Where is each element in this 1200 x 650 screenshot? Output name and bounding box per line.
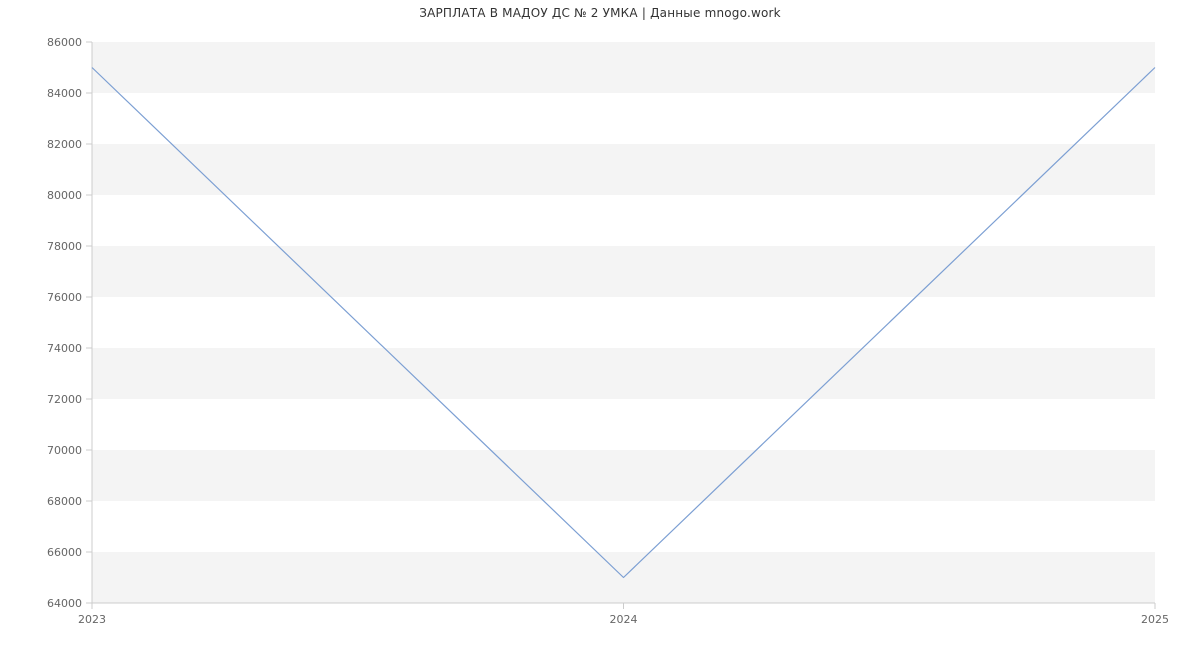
- x-tick-label: 2023: [78, 613, 106, 626]
- y-tick-label: 70000: [47, 444, 82, 457]
- x-tick-label: 2025: [1141, 613, 1169, 626]
- chart-svg: 64000 66000 68000 70000 72000 74000 76000 78000…: [0, 0, 1200, 650]
- y-tick-label: 68000: [47, 495, 82, 508]
- y-tick-label: 74000: [47, 342, 82, 355]
- y-tick-label: 76000: [47, 291, 82, 304]
- salary-chart: ЗАРПЛАТА В МАДОУ ДС № 2 УМКА | Данные mn…: [0, 0, 1200, 650]
- y-tick-label: 82000: [47, 138, 82, 151]
- y-tick-label: 80000: [47, 189, 82, 202]
- y-tick-label: 78000: [47, 240, 82, 253]
- x-tick-label: 2024: [610, 613, 638, 626]
- y-tick-label: 72000: [47, 393, 82, 406]
- y-tick-label: 66000: [47, 546, 82, 559]
- y-tick-label: 84000: [47, 87, 82, 100]
- y-tick-label: 86000: [47, 36, 82, 49]
- y-tick-label: 64000: [47, 597, 82, 610]
